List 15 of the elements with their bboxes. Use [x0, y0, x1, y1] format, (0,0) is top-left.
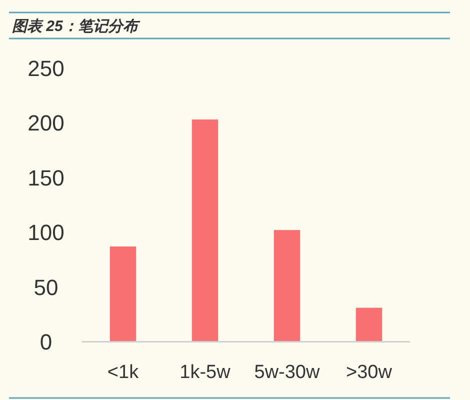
bar	[356, 308, 382, 342]
y-tick-label: 250	[28, 56, 64, 81]
x-tick-label: 1k-5w	[180, 362, 231, 383]
x-tick-label: <1k	[107, 362, 140, 383]
chart-title: 图表 25：笔记分布	[12, 18, 141, 35]
y-tick-label: 100	[28, 220, 64, 246]
y-tick-label: 50	[34, 274, 58, 300]
x-tick-label: >30w	[346, 362, 392, 383]
bar	[192, 119, 218, 342]
y-tick-label: 150	[28, 165, 64, 190]
x-tick-label: 5w-30w	[254, 362, 320, 383]
y-tick-label: 200	[28, 110, 64, 136]
bar	[110, 246, 136, 342]
y-tick-label: 0	[40, 330, 52, 355]
bar	[274, 230, 300, 342]
